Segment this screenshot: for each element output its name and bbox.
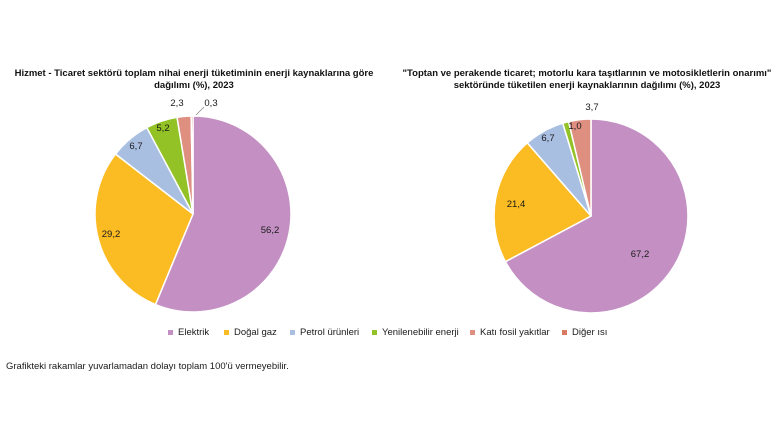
legend-item: Yenilenebilir enerji (372, 327, 459, 338)
pie2-data-label: 3,7 (585, 102, 598, 113)
chart-title-left: Hizmet - Ticaret sektörü toplam nihai en… (14, 68, 374, 91)
legend-swatch-icon (562, 330, 567, 335)
pie1-data-label: 0,3 (204, 98, 217, 109)
pie2-data-label: 1,0 (568, 121, 581, 132)
pie2-data-label: 6,7 (541, 133, 554, 144)
pie2-slice-katı-fosil-yakıtlar (567, 118, 592, 217)
pie1-data-label: 29,2 (102, 229, 121, 240)
pie1-slice-elektrik (154, 115, 292, 313)
legend-swatch-icon (470, 330, 475, 335)
legend-swatch-icon (224, 330, 229, 335)
legend-label: Petrol ürünleri (300, 327, 360, 338)
legend-swatch-icon (168, 330, 173, 335)
pie1-leader-line (195, 106, 205, 116)
chart-title-right: "Toptan ve perakende ticaret; motorlu ka… (402, 68, 772, 91)
legend-item: Katı fosil yakıtlar (470, 327, 550, 338)
pie1-data-label: 2,3 (170, 98, 183, 109)
pie1-slice-doğal-gaz (94, 152, 194, 306)
footnote: Grafikteki rakamlar yuvarlamadan dolayı … (6, 361, 289, 372)
pie2-slice-elektrik (504, 118, 689, 314)
pie1-data-label: 6,7 (129, 141, 142, 152)
legend-label: Doğal gaz (234, 327, 277, 338)
legend-swatch-icon (290, 330, 295, 335)
pie1-data-label: 5,2 (156, 123, 169, 134)
legend: Elektrik Doğal gaz Petrol ürünleri Yenilene… (0, 327, 780, 341)
pie2-slice-doğal-gaz (493, 141, 593, 263)
legend-label: Diğer ısı (572, 327, 608, 338)
pie1-data-label: 56,2 (261, 225, 280, 236)
legend-label: Katı fosil yakıtlar (480, 327, 550, 338)
legend-item: Petrol ürünleri (290, 327, 359, 338)
pie2-data-label: 21,4 (507, 199, 526, 210)
legend-label: Elektrik (178, 327, 210, 338)
legend-swatch-icon (372, 330, 377, 335)
pie2-data-label: 67,2 (631, 249, 650, 260)
pie1-slice-diğer-ısı (190, 115, 194, 215)
legend-item: Diğer ısı (562, 327, 607, 338)
legend-label: Yenilenebilir enerji (382, 327, 459, 338)
legend-item: Elektrik (168, 327, 209, 338)
legend-item: Doğal gaz (224, 327, 277, 338)
